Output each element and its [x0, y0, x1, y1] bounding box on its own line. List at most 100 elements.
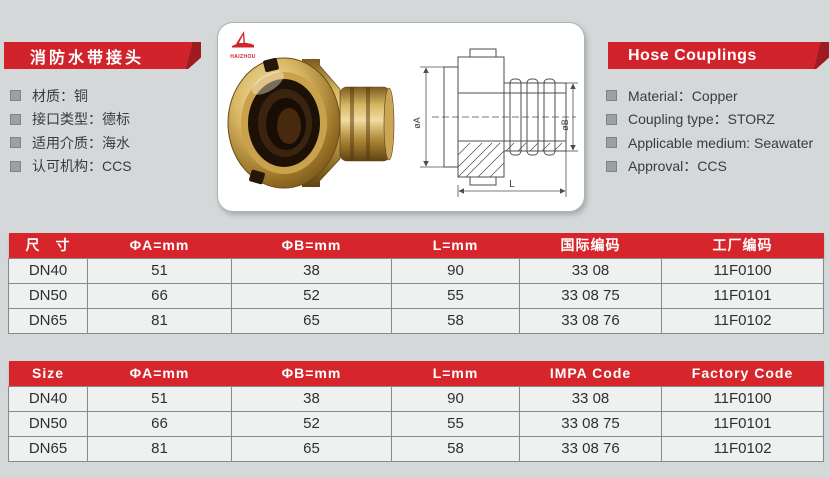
list-item: 材质：铜	[10, 84, 132, 108]
table-cell: 58	[391, 435, 520, 462]
table-cell: 51	[87, 257, 232, 284]
ribbon-fold	[186, 42, 201, 69]
technical-drawing: øA øB L	[412, 48, 578, 197]
haizhou-logo-icon	[232, 31, 254, 48]
table-cell: 11F0101	[661, 410, 824, 437]
table-cell: 55	[391, 410, 520, 437]
en-title-text: Hose Couplings	[628, 46, 757, 64]
column-header: 国际编码	[519, 233, 662, 258]
table-cell: 11F0102	[661, 307, 824, 334]
column-header: ΦB=mm	[231, 233, 392, 258]
table-cell: 11F0102	[661, 435, 824, 462]
column-header: 尺 寸	[8, 233, 88, 258]
cn-title-text: 消防水带接头	[30, 49, 145, 67]
en-spec-list: Material：Copper Coupling type：STORZ Appl…	[606, 84, 813, 178]
square-bullet-icon	[10, 90, 21, 102]
table-header-row: 尺 寸 ΦA=mm ΦB=mm L=mm 国际编码 工厂编码	[8, 233, 824, 258]
table-cell: 33 08	[519, 257, 662, 284]
spec-text: 接口类型：德标	[32, 111, 130, 128]
table-row: DN50 66 52 55 33 08 75 11F0101	[8, 282, 824, 309]
table-cell: DN40	[8, 257, 88, 284]
table-cell: 52	[231, 282, 392, 309]
table-cell: DN50	[8, 410, 88, 437]
table-cell: 65	[231, 307, 392, 334]
table-row: DN65 81 65 58 33 08 76 11F0102	[8, 435, 824, 462]
list-item: Applicable medium: Seawater	[606, 131, 813, 155]
column-header: L=mm	[391, 233, 520, 258]
column-header: ΦB=mm	[231, 361, 392, 386]
square-bullet-icon	[606, 160, 617, 172]
table-cell: 33 08 75	[519, 282, 662, 309]
table-cell: 38	[231, 257, 392, 284]
table-cell: 55	[391, 282, 520, 309]
spec-text: Applicable medium: Seawater	[628, 134, 814, 151]
list-item: Material：Copper	[606, 84, 813, 108]
table-row: DN40 51 38 90 33 08 11F0100	[8, 257, 824, 284]
list-item: 认可机构：CCS	[10, 155, 132, 179]
table-cell: 66	[87, 282, 232, 309]
dim-label-b: øB	[560, 119, 570, 131]
square-bullet-icon	[10, 113, 21, 125]
table-cell: 33 08 76	[519, 435, 662, 462]
table-cell: 33 08 76	[519, 307, 662, 334]
table-cell: 33 08 75	[519, 410, 662, 437]
table-cell: DN65	[8, 435, 88, 462]
table-cell: 11F0100	[661, 385, 824, 412]
column-header: Factory Code	[661, 361, 824, 386]
spec-text: Coupling type：STORZ	[628, 111, 775, 128]
product-card: HAIZHOU	[217, 22, 585, 212]
square-bullet-icon	[606, 113, 617, 125]
square-bullet-icon	[606, 137, 617, 149]
column-header: ΦA=mm	[87, 361, 232, 386]
table-cell: 66	[87, 410, 232, 437]
ribbon-fold	[814, 42, 829, 69]
en-title-banner: Hose Couplings	[608, 42, 829, 69]
table-cell: 52	[231, 410, 392, 437]
table-row: DN50 66 52 55 33 08 75 11F0101	[8, 410, 824, 437]
table-cell: 33 08	[519, 385, 662, 412]
table-cell: 51	[87, 385, 232, 412]
table-cell: 90	[391, 257, 520, 284]
column-header: Size	[8, 361, 88, 386]
square-bullet-icon	[10, 137, 21, 149]
table-cell: DN65	[8, 307, 88, 334]
table-row: DN40 51 38 90 33 08 11F0100	[8, 385, 824, 412]
cn-spec-list: 材质：铜 接口类型：德标 适用介质：海水 认可机构：CCS	[10, 84, 132, 178]
dim-label-l: L	[509, 179, 515, 190]
product-photo	[227, 57, 395, 189]
brand-logo: HAIZHOU	[225, 30, 261, 60]
table-cell: 65	[231, 435, 392, 462]
list-item: 接口类型：德标	[10, 108, 132, 132]
brand-logo-text: HAIZHOU	[230, 54, 256, 60]
square-bullet-icon	[10, 160, 21, 172]
en-spec-table: Size ΦA=mm ΦB=mm L=mm IMPA Code Factory …	[8, 361, 824, 462]
column-header: ΦA=mm	[87, 233, 232, 258]
spec-text: Material：Copper	[628, 87, 738, 104]
list-item: Coupling type：STORZ	[606, 108, 813, 132]
table-header-row: Size ΦA=mm ΦB=mm L=mm IMPA Code Factory …	[8, 361, 824, 386]
table-cell: 11F0101	[661, 282, 824, 309]
dim-label-a: øA	[412, 117, 422, 129]
cn-title-banner: 消防水带接头	[4, 42, 201, 69]
spec-text: Approval：CCS	[628, 158, 727, 175]
spec-text: 适用介质：海水	[32, 134, 130, 151]
table-row: DN65 81 65 58 33 08 76 11F0102	[8, 307, 824, 334]
table-cell: 81	[87, 435, 232, 462]
table-cell: 58	[391, 307, 520, 334]
table-cell: 90	[391, 385, 520, 412]
column-header: L=mm	[391, 361, 520, 386]
square-bullet-icon	[606, 90, 617, 102]
table-cell: 11F0100	[661, 257, 824, 284]
list-item: Approval：CCS	[606, 155, 813, 179]
column-header: IMPA Code	[519, 361, 662, 386]
list-item: 适用介质：海水	[10, 131, 132, 155]
column-header: 工厂编码	[661, 233, 824, 258]
table-cell: 81	[87, 307, 232, 334]
spec-text: 认可机构：CCS	[32, 158, 132, 175]
spec-text: 材质：铜	[32, 87, 88, 104]
cn-spec-table: 尺 寸 ΦA=mm ΦB=mm L=mm 国际编码 工厂编码 DN40 51 3…	[8, 233, 824, 334]
table-cell: DN40	[8, 385, 88, 412]
table-cell: DN50	[8, 282, 88, 309]
table-cell: 38	[231, 385, 392, 412]
